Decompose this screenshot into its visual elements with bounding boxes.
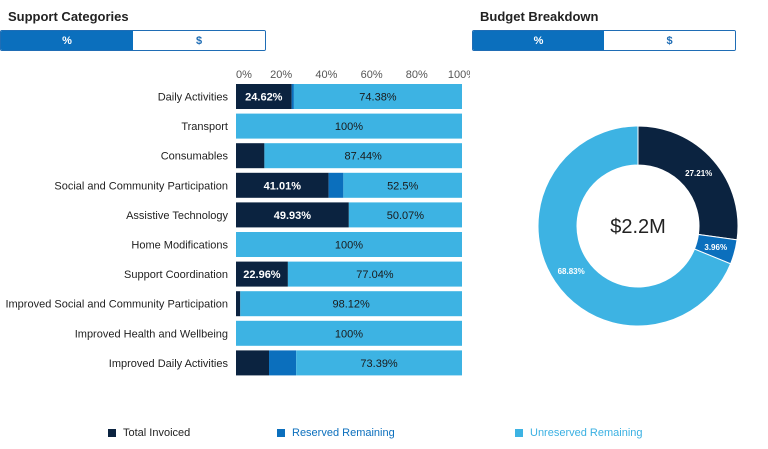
bar-label-invoiced-support-coordination: 22.96% — [243, 269, 281, 281]
bar-label-unreserved-home-modifications: 100% — [335, 240, 363, 252]
bar-unreserved-social-and-community-participation[interactable] — [343, 172, 462, 198]
bar-label-unreserved-daily-activities: 74.38% — [359, 92, 397, 104]
category-label-improved-social-and-community-participation: Improved Social and Community Participat… — [5, 299, 228, 311]
bar-label-unreserved-improved-social-and-community-participation: 98.12% — [332, 299, 370, 311]
bar-label-unreserved-improved-health-and-wellbeing: 100% — [335, 328, 363, 340]
bar-label-unreserved-social-and-community-participation: 52.5% — [387, 180, 418, 192]
budget-breakdown-donut-chart: 27.21% 3.96% 68.83% $2.2M — [537, 125, 739, 327]
support-categories-title: Support Categories — [8, 9, 129, 24]
support-categories-bar-chart: 0% 20% 40% 60% 80% 100% Daily Activities 24.62%… — [5, 69, 470, 376]
x-tick-label: 100% — [448, 69, 470, 81]
donut-label-unreserved: 68.83% — [558, 267, 585, 276]
bar-label-unreserved-support-coordination: 77.04% — [356, 269, 394, 281]
x-tick-label: 80% — [406, 69, 428, 81]
category-label-social-and-community-participation: Social and Community Participation — [54, 180, 228, 192]
bar-unreserved-transport[interactable] — [236, 113, 462, 139]
legend-swatch-unreserved — [515, 429, 523, 437]
bar-unreserved-improved-daily-activities[interactable] — [296, 350, 462, 376]
category-label-improved-health-and-wellbeing: Improved Health and Wellbeing — [75, 328, 228, 340]
bar-unreserved-improved-health-and-wellbeing[interactable] — [236, 320, 462, 346]
category-label-assistive-technology: Assistive Technology — [126, 210, 228, 222]
category-label-daily-activities: Daily Activities — [158, 92, 229, 104]
bar-unreserved-home-modifications[interactable] — [236, 232, 462, 257]
bar-unreserved-consumables[interactable] — [264, 143, 462, 169]
budget-dollar-toggle-button[interactable]: $ — [604, 31, 735, 50]
percent-toggle-button[interactable]: % — [1, 31, 133, 50]
category-label-transport: Transport — [181, 121, 228, 133]
budget-breakdown-toggle: % $ — [472, 30, 736, 51]
x-tick-label: 60% — [361, 69, 383, 81]
bar-invoiced-support-coordination[interactable] — [236, 261, 288, 287]
bar-label-invoiced-social-and-community-participation: 41.01% — [264, 180, 302, 192]
legend-label-reserved: Reserved Remaining — [292, 427, 395, 439]
bar-label-invoiced-assistive-technology: 49.93% — [274, 210, 312, 222]
x-tick-label: 0% — [236, 69, 252, 81]
donut-label-reserved: 3.96% — [704, 243, 727, 252]
bar-unreserved-support-coordination[interactable] — [287, 261, 462, 287]
category-label-improved-daily-activities: Improved Daily Activities — [109, 358, 229, 370]
bar-invoiced-social-and-community-participation[interactable] — [236, 172, 329, 198]
donut-label-invoiced: 27.21% — [685, 169, 712, 178]
x-tick-label: 20% — [270, 69, 292, 81]
bar-invoiced-assistive-technology[interactable] — [236, 202, 349, 228]
donut-center-total: $2.2M — [610, 216, 666, 238]
bar-invoiced-improved-daily-activities[interactable] — [236, 350, 270, 376]
bar-invoiced-consumables[interactable] — [236, 143, 265, 169]
legend-unreserved-remaining[interactable]: Unreserved Remaining — [515, 427, 643, 439]
bar-label-unreserved-transport: 100% — [335, 121, 363, 133]
legend-reserved-remaining[interactable]: Reserved Remaining — [277, 427, 395, 439]
bar-invoiced-improved-social-and-community-participation[interactable] — [236, 291, 241, 317]
bar-label-invoiced-daily-activities: 24.62% — [245, 92, 283, 104]
bar-label-unreserved-improved-daily-activities: 73.39% — [360, 358, 398, 370]
bar-label-unreserved-assistive-technology: 50.07% — [387, 210, 425, 222]
legend-label-invoiced: Total Invoiced — [123, 427, 191, 439]
category-label-support-coordination: Support Coordination — [124, 269, 228, 281]
bar-unreserved-assistive-technology[interactable] — [348, 202, 462, 228]
bar-reserved-social-and-community-participation[interactable] — [328, 172, 344, 198]
bar-unreserved-improved-social-and-community-participation[interactable] — [240, 291, 462, 317]
category-label-consumables: Consumables — [161, 151, 229, 163]
bar-reserved-improved-daily-activities[interactable] — [269, 350, 297, 376]
legend-total-invoiced[interactable]: Total Invoiced — [108, 427, 190, 439]
x-tick-label: 40% — [315, 69, 337, 81]
budget-percent-toggle-button[interactable]: % — [473, 31, 604, 50]
bar-unreserved-daily-activities[interactable] — [293, 84, 462, 109]
donut-slice-unreserved[interactable] — [537, 125, 732, 327]
legend-swatch-reserved — [277, 429, 285, 437]
legend-label-unreserved: Unreserved Remaining — [530, 427, 643, 439]
legend-swatch-invoiced — [108, 429, 116, 437]
budget-breakdown-title: Budget Breakdown — [480, 9, 599, 24]
bar-invoiced-daily-activities[interactable] — [236, 84, 292, 109]
bar-reserved-daily-activities[interactable] — [291, 84, 294, 109]
category-label-home-modifications: Home Modifications — [131, 240, 228, 252]
support-categories-toggle: % $ — [0, 30, 266, 51]
dollar-toggle-button[interactable]: $ — [133, 31, 265, 50]
bar-label-unreserved-consumables: 87.44% — [345, 151, 383, 163]
